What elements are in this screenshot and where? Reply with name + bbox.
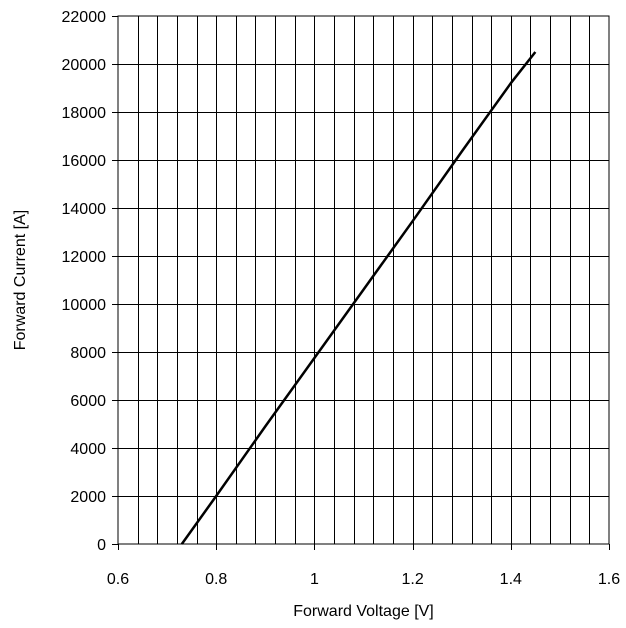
y-tick-label: 20000 <box>62 57 107 74</box>
x-tick-label: 1.6 <box>598 571 620 588</box>
y-axis-title: Forward Current [A] <box>12 210 29 350</box>
y-axis-ticks <box>112 16 118 545</box>
y-tick-label: 2000 <box>70 489 106 506</box>
vertical-gridlines <box>138 16 590 544</box>
x-tick-label: 1.4 <box>500 571 522 588</box>
x-axis-tick-labels: 0.6 0.8 1 1.2 1.4 1.6 <box>107 571 620 588</box>
y-tick-label: 14000 <box>62 201 107 218</box>
x-tick-label: 1 <box>310 571 319 588</box>
y-tick-label: 0 <box>97 537 106 554</box>
y-tick-label: 10000 <box>62 297 107 314</box>
series-line <box>180 51 537 545</box>
x-axis-ticks <box>118 544 610 550</box>
x-tick-label: 0.8 <box>205 571 227 588</box>
series-layer <box>180 51 537 545</box>
x-tick-label: 0.6 <box>107 571 129 588</box>
plot-frame <box>117 15 610 545</box>
x-tick-label: 1.2 <box>401 571 423 588</box>
y-tick-label: 8000 <box>70 345 106 362</box>
y-tick-label: 18000 <box>62 105 107 122</box>
x-axis-title: Forward Voltage [V] <box>293 603 434 620</box>
y-axis-tick-labels: 0 2000 4000 6000 8000 10000 12000 14000 16000 180… <box>62 9 107 554</box>
y-tick-label: 12000 <box>62 249 107 266</box>
y-tick-label: 16000 <box>62 153 107 170</box>
horizontal-gridlines <box>118 64 609 497</box>
y-tick-label: 4000 <box>70 441 106 458</box>
y-tick-label: 6000 <box>70 393 106 410</box>
y-tick-label: 22000 <box>62 9 107 26</box>
